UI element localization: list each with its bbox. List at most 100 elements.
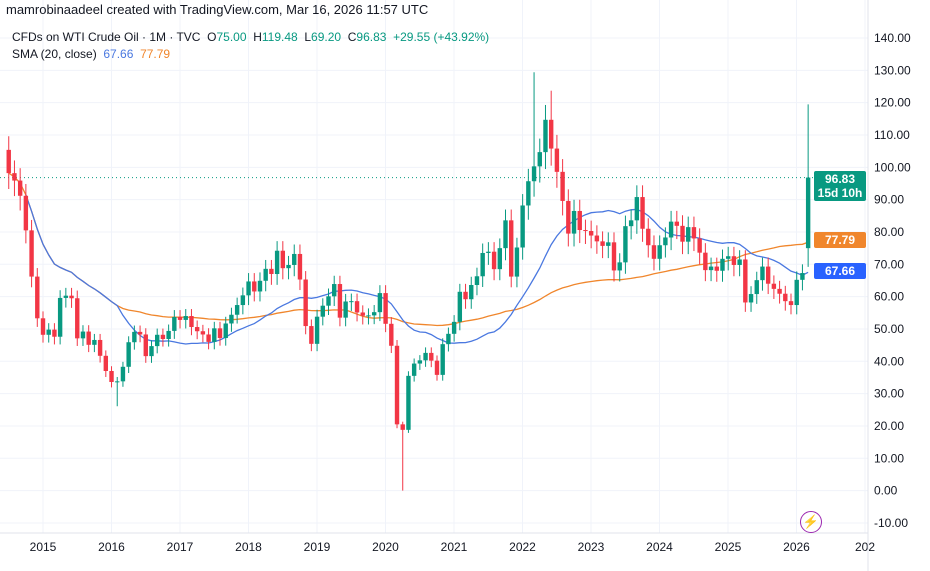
candle-body [697,238,702,253]
candle-body [343,301,348,318]
low-label: L [304,30,312,44]
candle-body [332,284,337,297]
candle-body [423,352,428,361]
x-tick-label: 2025 [715,540,742,554]
candle-body [349,301,354,303]
candle-body [240,295,246,306]
sma-orange-line [8,172,809,327]
y-tick-label: -10.00 [874,516,908,530]
candle-body [594,235,600,242]
candle-body [474,276,480,286]
x-tick-label: 2021 [441,540,468,554]
y-tick-label: 70.00 [874,257,904,271]
candle-body [200,331,206,335]
candle-body [371,312,377,316]
bar-countdown: 15d 10h [817,186,863,200]
candle-body [731,256,737,265]
candle-body [543,119,548,153]
candle-body [583,230,588,232]
candle-body [788,301,794,306]
y-tick-label: 0.00 [874,484,898,498]
y-tick-label: 140.00 [874,31,911,45]
candle-body [765,266,771,284]
candle-body [115,381,120,383]
candle-body [674,221,680,226]
candle-body [309,326,314,344]
low-value: 69.20 [311,30,342,44]
x-tick-label: 2016 [98,540,125,554]
candle-body [126,342,131,367]
candle-body [714,266,719,271]
candle-body [297,253,303,280]
candle-body [634,197,640,221]
candle-body [280,250,286,269]
credit-text: mamrobinaadeel created with TradingView.… [6,2,429,17]
x-tick-label: 2019 [304,540,331,554]
candle-body [389,323,394,346]
y-tick-label: 130.00 [874,63,911,77]
candle-body [503,220,508,249]
candle-body [103,355,109,371]
candle-body [109,370,114,382]
candle-body [686,227,691,242]
x-tick-label: 2015 [30,540,57,554]
candle-body [651,245,657,259]
candle-body [366,315,371,317]
candle-body [783,293,788,302]
candle-body [668,221,674,238]
candle-body [40,318,46,335]
candle-body [708,266,714,271]
candle-body [451,321,457,334]
high-label: H [253,30,262,44]
candle-body [360,312,365,316]
candle-body [486,251,491,253]
x-tick-label: 2020 [372,540,399,554]
y-tick-label: 40.00 [874,354,904,368]
symbol-name: CFDs on WTI Crude Oil · 1M · TVC [12,30,201,44]
candle-body [514,247,520,277]
y-tick-label: 20.00 [874,419,904,433]
candle-body [805,177,811,249]
candle-body [303,279,308,327]
open-label: O [207,30,217,44]
candle-body [217,328,223,339]
lightning-icon[interactable]: ⚡ [800,511,822,533]
candle-body [748,294,754,303]
candle-body [166,330,171,339]
candle-body [252,281,257,292]
candle-body [57,297,63,337]
candle-body [760,266,765,281]
current-price-label: 96.83 15d 10h [814,171,866,201]
y-tick-label: 60.00 [874,290,904,304]
legend: CFDs on WTI Crude Oil · 1M · TVC O75.00 … [12,29,489,63]
candle-body [326,296,331,306]
candle-body [69,295,74,299]
candle-body [97,339,103,356]
candle-body [206,334,211,342]
candle-body [212,328,217,342]
candle-body [617,262,622,271]
candle-body [800,273,805,280]
sma-label: SMA (20, close) [12,47,97,61]
candle-body [354,301,360,313]
current-price-value: 96.83 [824,172,856,186]
candle-body [646,228,651,246]
x-tick-label: 2024 [646,540,673,554]
candle-body [23,195,29,231]
candle-body [229,314,234,324]
candle-body [172,317,177,331]
y-tick-label: 120.00 [874,96,911,110]
candle-body [571,210,577,234]
close-value: 96.83 [356,30,387,44]
candle-body [400,424,405,430]
candle-body [75,298,80,339]
y-tick-label: 100.00 [874,160,911,174]
candle-body [6,149,11,174]
candle-body [394,345,400,425]
candle-body [269,268,274,275]
candle-body [497,248,502,270]
candle-body [177,317,183,320]
y-tick-label: 80.00 [874,225,904,239]
